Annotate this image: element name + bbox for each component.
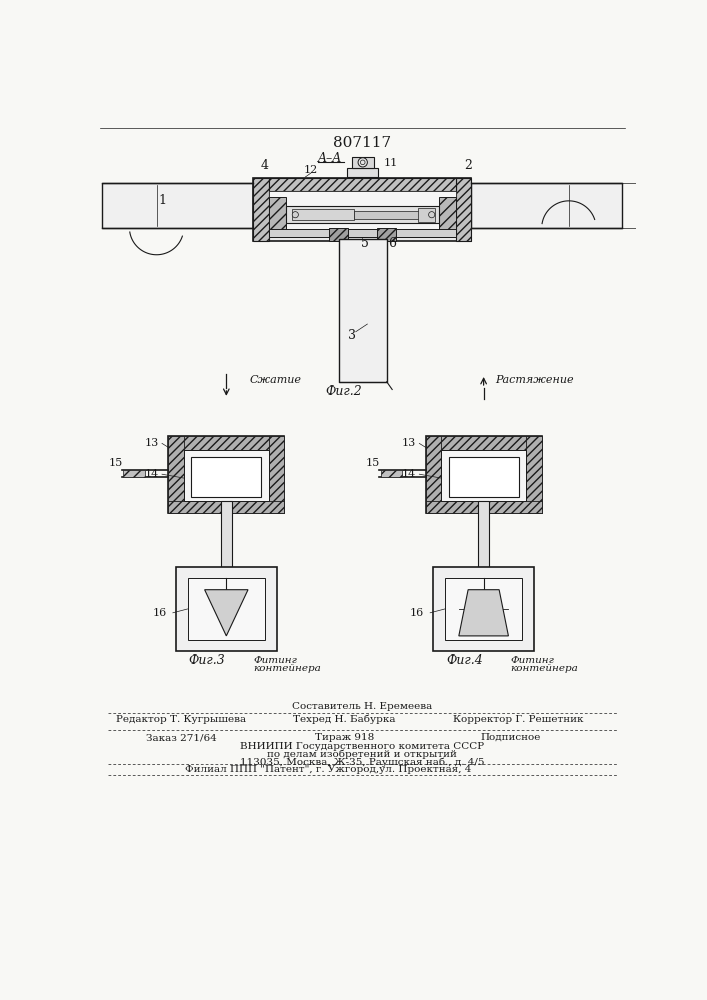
Bar [269, 197, 286, 232]
Circle shape [292, 212, 298, 218]
Bar [433, 567, 534, 651]
Bar [441, 450, 526, 501]
Text: 12: 12 [304, 165, 318, 175]
Bar [329, 228, 348, 241]
Text: 14: 14 [402, 469, 416, 479]
Bar [426, 501, 542, 513]
Bar [269, 436, 284, 513]
Bar [438, 197, 456, 232]
Bar [123, 470, 145, 477]
Text: Сжатие: Сжатие [250, 375, 302, 385]
Bar [426, 436, 441, 513]
Bar [380, 470, 402, 477]
Circle shape [428, 212, 435, 218]
Polygon shape [459, 590, 508, 636]
Text: Тираж 918: Тираж 918 [315, 733, 374, 742]
Bar [221, 501, 232, 567]
Bar [526, 436, 542, 513]
Text: ВНИИПИ Государственного комитета СССР: ВНИИПИ Государственного комитета СССР [240, 742, 484, 751]
Bar [292, 209, 354, 220]
Text: по делам изобретений и открытий: по делам изобретений и открытий [267, 750, 457, 759]
Bar [418, 208, 435, 222]
Text: Подписное: Подписное [481, 733, 541, 742]
Text: Фитинг: Фитинг [253, 656, 298, 665]
Bar [339, 239, 387, 382]
Bar [269, 229, 456, 237]
Bar [187, 578, 265, 640]
Bar [478, 501, 489, 567]
Bar [269, 191, 456, 237]
Circle shape [358, 158, 368, 167]
Bar [103, 183, 253, 228]
Text: Техред Н. Бабурка: Техред Н. Бабурка [293, 714, 395, 724]
Text: Составитель Н. Еремеева: Составитель Н. Еремеева [292, 702, 432, 711]
Text: Фиг.3: Фиг.3 [189, 654, 226, 667]
Bar [192, 457, 261, 497]
Bar [176, 567, 276, 651]
Bar [352, 157, 373, 168]
Text: 16: 16 [153, 608, 167, 618]
Text: контейнера: контейнера [253, 664, 321, 673]
Text: Фиг.2: Фиг.2 [326, 385, 363, 398]
Bar [426, 436, 542, 513]
Bar [184, 450, 269, 501]
Text: 2: 2 [464, 159, 472, 172]
Bar [253, 178, 269, 241]
Bar [445, 578, 522, 640]
Bar [168, 501, 284, 513]
Text: A–A: A–A [318, 152, 342, 165]
Text: Редактор Т. Кугрышева: Редактор Т. Кугрышева [117, 715, 247, 724]
Bar [168, 436, 184, 513]
Text: Корректор Г. Решетник: Корректор Г. Решетник [453, 715, 584, 724]
Text: 5: 5 [361, 237, 369, 250]
Text: Растяжение: Растяжение [495, 375, 574, 385]
Bar [168, 436, 284, 450]
Text: 807117: 807117 [333, 136, 391, 150]
Bar [456, 178, 472, 241]
Text: 15: 15 [108, 458, 122, 468]
Bar [269, 178, 456, 191]
Text: 14: 14 [145, 469, 159, 479]
Text: 113035, Москва, Ж-35, Раушская наб., д. 4/5: 113035, Москва, Ж-35, Раушская наб., д. … [240, 757, 484, 767]
Text: 1: 1 [158, 194, 166, 207]
Text: Заказ 271/64: Заказ 271/64 [146, 733, 217, 742]
Text: Фитинг: Фитинг [510, 656, 554, 665]
Text: 13: 13 [145, 438, 159, 448]
Text: 15: 15 [366, 458, 380, 468]
Text: 16: 16 [409, 608, 424, 618]
Bar [253, 178, 472, 241]
Text: 13: 13 [402, 438, 416, 448]
Text: 4: 4 [261, 159, 269, 172]
Bar [286, 206, 438, 223]
Bar [426, 436, 542, 450]
Text: 11: 11 [383, 158, 398, 168]
Bar [354, 211, 432, 219]
Text: контейнера: контейнера [510, 664, 578, 673]
Bar [449, 457, 518, 497]
Text: 6: 6 [388, 237, 396, 250]
Polygon shape [204, 590, 248, 636]
Bar [377, 228, 396, 241]
Bar [472, 183, 622, 228]
Bar [168, 436, 284, 513]
Bar [347, 168, 378, 177]
Text: 3: 3 [348, 329, 356, 342]
Text: Филиал ППП "Патент", г. Ужгород,ул. Проектная, 4: Филиал ППП "Патент", г. Ужгород,ул. Прое… [185, 765, 472, 774]
Text: Фиг.4: Фиг.4 [446, 654, 483, 667]
